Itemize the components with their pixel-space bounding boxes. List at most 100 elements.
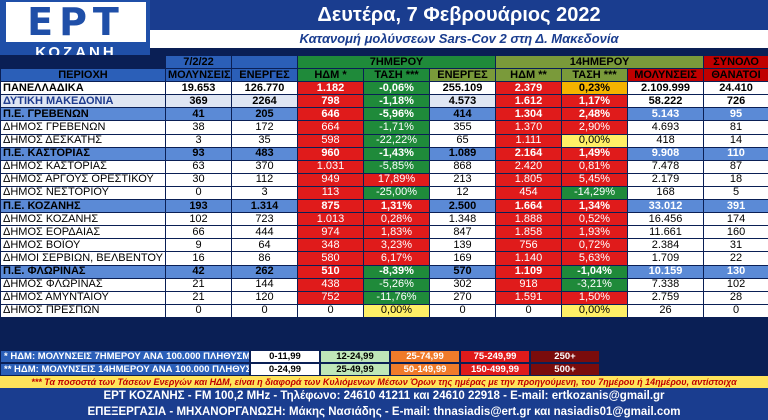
trend-7day: 6,17%	[363, 251, 430, 266]
total-infections: 2.384	[626, 238, 705, 253]
deaths: 160	[703, 225, 768, 240]
total-infections: 2.109.999	[626, 81, 705, 96]
active-7day: 723	[231, 212, 298, 227]
active-7day: 262	[231, 264, 298, 279]
incidence-7day: 0	[297, 303, 364, 318]
trend-7day: -22,22%	[363, 133, 430, 148]
active-7day: 483	[231, 146, 298, 161]
area-name: ΠΑΝΕΛΛΑΔΙΚΑ	[0, 81, 166, 96]
14day-header: 14ΗΜΕΡΟΥ	[494, 54, 705, 70]
deaths: 18	[703, 172, 768, 187]
trend-7day: -1,43%	[363, 146, 430, 161]
7day-header: 7ΗΜΕΡΟΥ	[297, 54, 496, 70]
incidence-7day: 113	[297, 185, 364, 201]
table-row: ΔΗΜΟΣ ΠΡΕΣΠΩΝ 0 0 0 0,00% 0 0 0,00% 26 0	[0, 303, 768, 318]
trend-14day: 5,63%	[561, 251, 628, 266]
column-header-row: ΠΕΡΙΟΧΗ ΜΟΛΥΝΣΕΙΣ ΕΝΕΡΓΕΣ ΗΔΜ * ΤΑΣΗ ***…	[0, 68, 768, 83]
total-infections: 26	[626, 303, 705, 318]
infections: 0	[165, 303, 232, 318]
incidence-7day: 1.031	[297, 159, 364, 174]
trend-14day: 0,52%	[561, 212, 628, 227]
col-header: ΜΟΛΥΝΣΕΙΣ	[165, 68, 232, 83]
active-7day: 2264	[231, 94, 298, 109]
active-7day: 172	[231, 120, 298, 135]
area-name: ΔΗΜΟΣ ΠΡΕΣΠΩΝ	[0, 303, 166, 318]
trend-14day: 1,93%	[561, 225, 628, 240]
incidence-14day: 0	[495, 303, 562, 318]
trend-14day: 0,23%	[561, 81, 628, 96]
total-infections: 5.143	[626, 107, 705, 122]
incidence-7day: 960	[297, 146, 364, 161]
infections: 369	[165, 94, 232, 109]
area-name: Π.Ε. ΚΟΖΑΝΗΣ	[0, 199, 166, 214]
trend-14day: 2,48%	[561, 107, 628, 122]
total-infections: 16.456	[626, 212, 705, 227]
incidence-7day: 974	[297, 225, 364, 240]
logo-main-text: ΕΡΤ	[6, 2, 146, 42]
legend-bin: 25-74,99	[390, 350, 460, 363]
legend-bin: 250+	[530, 350, 600, 363]
active-14day: 570	[429, 264, 496, 279]
active-14day: 1.089	[429, 146, 496, 161]
active-7day: 35	[231, 133, 298, 148]
deaths: 31	[703, 238, 768, 253]
incidence-14day: 1.664	[495, 199, 562, 214]
col-header: ΗΔΜ **	[495, 68, 562, 83]
infections: 19.653	[165, 81, 232, 96]
active-7day: 370	[231, 159, 298, 174]
active-14day: 2.500	[429, 199, 496, 214]
footer-credits: ΕΠΕΞΕΡΓΑΣΙΑ - ΜΗΧΑΝΟΡΓΑΝΩΣΗ: Μάκης Νασιά…	[0, 404, 768, 420]
incidence-14day: 1.612	[495, 94, 562, 109]
trend-14day: 2,90%	[561, 120, 628, 135]
incidence-14day: 1.111	[495, 133, 562, 148]
area-name: ΔΗΜΟΣ ΓΡΕΒΕΝΩΝ	[0, 120, 166, 135]
area-name: ΔΗΜΟΣ ΦΛΩΡΙΝΑΣ	[0, 277, 166, 292]
area-name: ΔΗΜΟΙ ΣΕΡΒΙΩΝ, ΒΕΛΒΕΝΤΟΥ	[0, 251, 166, 266]
legend-bin: 75-249,99	[460, 350, 530, 363]
active-14day: 169	[429, 251, 496, 266]
col-header: ΘΑΝΑΤΟΙ	[703, 68, 768, 83]
page-title: Δευτέρα, 7 Φεβρουάριος 2022	[150, 0, 768, 30]
area-name: Π.Ε. ΚΑΣΤΟΡΙΑΣ	[0, 146, 166, 161]
col-header: ΠΕΡΙΟΧΗ	[0, 68, 166, 83]
area-name: Π.Ε. ΓΡΕΒΕΝΩΝ	[0, 107, 166, 122]
table-row: ΔΗΜΟΙ ΣΕΡΒΙΩΝ, ΒΕΛΒΕΝΤΟΥ 16 86 580 6,17% 169 1…	[0, 251, 768, 266]
active-7day: 0	[231, 303, 298, 318]
total-infections: 11.661	[626, 225, 705, 240]
trend-14day: 1,17%	[561, 94, 628, 109]
area-name: ΔΗΜΟΣ ΑΜΥΝΤΑΙΟΥ	[0, 290, 166, 305]
table-row: ΔΗΜΟΣ ΚΟΖΑΝΗΣ 102 723 1.013 0,28% 1.348 1.888 0…	[0, 212, 768, 227]
active-7day: 1.314	[231, 199, 298, 214]
active-14day: 12	[429, 185, 496, 201]
date-header: 7/2/22	[165, 54, 232, 70]
active-14day: 213	[429, 172, 496, 187]
deaths: 95	[703, 107, 768, 122]
active-14day: 270	[429, 290, 496, 305]
table-row: ΔΗΜΟΣ ΦΛΩΡΙΝΑΣ 21 144 438 -5,26% 302 918 -3,21%…	[0, 277, 768, 292]
incidence-7day: 664	[297, 120, 364, 135]
incidence-14day: 1.109	[495, 264, 562, 279]
group-header-row: 7/2/22 7ΗΜΕΡΟΥ 14ΗΜΕΡΟΥ ΣΥΝΟΛΟ	[0, 54, 768, 70]
deaths: 81	[703, 120, 768, 135]
area-name: ΔΥΤΙΚΗ ΜΑΚΕΔΟΝΙΑ	[0, 94, 166, 109]
col-header: ΤΑΣΗ ***	[363, 68, 430, 83]
total-infections: 7.338	[626, 277, 705, 292]
table-row: ΔΗΜΟΣ ΑΡΓΟΥΣ ΟΡΕΣΤΙΚΟΥ 30 112 949 17,89% 213 1…	[0, 172, 768, 187]
active-14day: 302	[429, 277, 496, 292]
infections: 66	[165, 225, 232, 240]
incidence-7day: 1.013	[297, 212, 364, 227]
legend-bin: 150-499,99	[460, 363, 530, 376]
trend-14day: 0,00%	[561, 303, 628, 318]
infections: 3	[165, 133, 232, 148]
legend-bin: 50-149,99	[390, 363, 460, 376]
active-14day: 4.573	[429, 94, 496, 109]
deaths: 110	[703, 146, 768, 161]
infections: 41	[165, 107, 232, 122]
total-infections: 33.012	[626, 199, 705, 214]
table-row: Π.Ε. ΚΑΣΤΟΡΙΑΣ 93 483 960 -1,43% 1.089 2.164 1,…	[0, 146, 768, 161]
incidence-7day: 1.182	[297, 81, 364, 96]
active-14day: 414	[429, 107, 496, 122]
table-row: ΔΗΜΟΣ ΒΟΪΟΥ 9 64 348 3,23% 139 756 0,72% 2.384 31	[0, 238, 768, 253]
area-name: ΔΗΜΟΣ ΚΟΖΑΝΗΣ	[0, 212, 166, 227]
trend-14day: 0,81%	[561, 159, 628, 174]
